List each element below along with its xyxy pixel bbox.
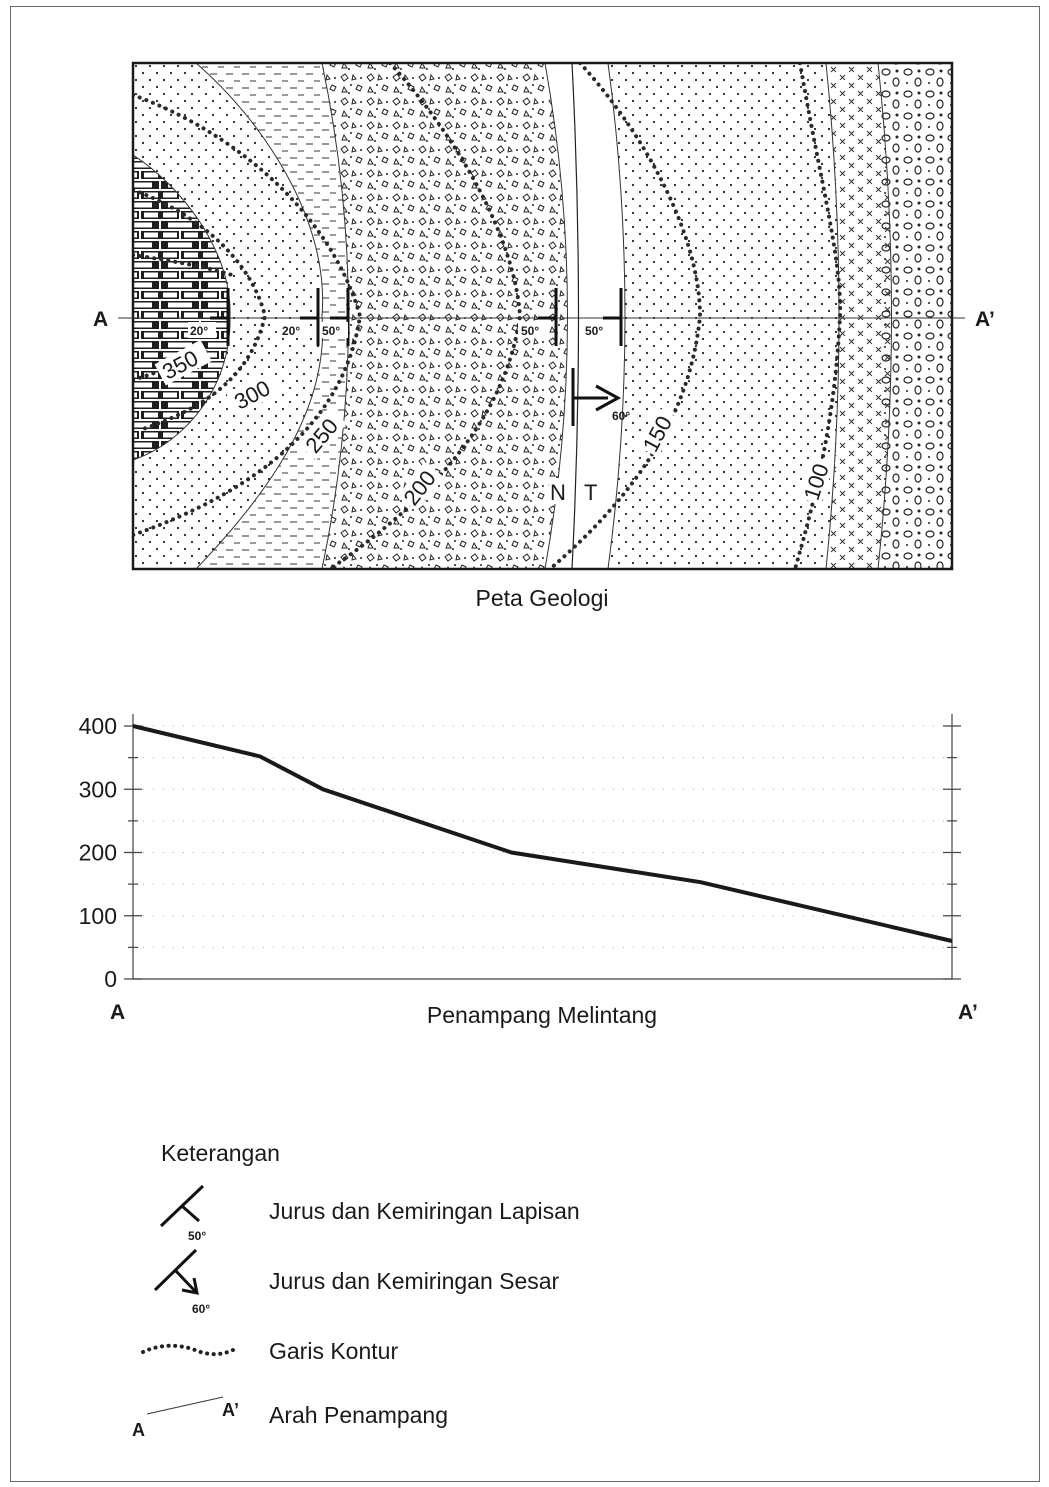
geological-map — [133, 63, 952, 569]
map-border — [131, 61, 954, 571]
legend-label-fault: Jurus dan Kemiringan Sesar — [269, 1268, 560, 1294]
dip-label-3: 50° — [322, 324, 340, 338]
section-label-start: A — [93, 308, 108, 331]
contour-350 — [133, 253, 234, 277]
limestone-unit — [133, 155, 231, 460]
map-caption: Peta Geologi — [476, 585, 609, 611]
legend-label-section: Arah Penampang — [269, 1402, 448, 1428]
fault-side-labels: N T — [549, 478, 602, 505]
legend-bed-dip-label: 50° — [188, 1229, 206, 1243]
strike-dip-bed-icon: 50° — [159, 1184, 206, 1243]
y-tick-label: 0 — [104, 966, 117, 992]
page-frame — [10, 6, 1040, 1482]
dip-label-5: 50° — [585, 324, 603, 338]
legend-title: Keterangan — [161, 1140, 280, 1166]
y-tick-label: 100 — [79, 903, 117, 929]
contour-labels: 350 300 250 200 150 100 — [154, 339, 835, 512]
legend-label-contour: Garis Kontur — [269, 1338, 398, 1364]
profile-line — [132, 724, 953, 943]
cross-section-chart: 0 100 200 300 400 — [79, 713, 961, 992]
fault-line — [571, 63, 580, 569]
section-direction-icon: A A’ — [132, 1396, 239, 1440]
fault-side-n: N — [550, 480, 566, 505]
y-tick-label: 300 — [79, 776, 117, 802]
legend-section-end: A’ — [222, 1400, 239, 1420]
profile-start-label: A — [110, 1001, 125, 1024]
profile-title: Penampang Melintang — [427, 1002, 657, 1028]
fault-side-t: T — [584, 480, 597, 505]
fault-dip-label: 60° — [612, 409, 630, 423]
dip-labels: 20° 20° 50° 50° 50° — [188, 322, 612, 338]
contour-line-icon — [141, 1343, 235, 1357]
contour-200 — [328, 63, 523, 569]
section-label-end: A’ — [975, 308, 995, 331]
crystalline-unit — [826, 63, 892, 569]
y-tick-label: 400 — [79, 713, 117, 739]
dip-label-4: 50° — [521, 324, 539, 338]
legend-fault-dip-label: 60° — [192, 1302, 210, 1316]
breccia-unit — [322, 63, 568, 569]
dip-label-1: 20° — [190, 324, 208, 338]
profile-end-label: A’ — [958, 1001, 978, 1024]
legend-section-start: A — [132, 1420, 145, 1440]
strike-dip-symbols — [210, 288, 623, 346]
contour-100 — [793, 63, 843, 569]
legend: Keterangan 50° Jurus dan Kemiringan Lapi… — [132, 1140, 580, 1440]
contour-250 — [133, 93, 363, 537]
legend-label-bed: Jurus dan Kemiringan Lapisan — [269, 1198, 580, 1224]
contour-150 — [548, 63, 703, 569]
strike-dip-fault-icon: 60° — [153, 1248, 210, 1316]
dip-label-2: 20° — [282, 324, 300, 338]
contour-300 — [133, 188, 268, 432]
fault-strike-dip-symbol: 60° — [571, 368, 630, 426]
y-tick-label: 200 — [79, 840, 117, 866]
